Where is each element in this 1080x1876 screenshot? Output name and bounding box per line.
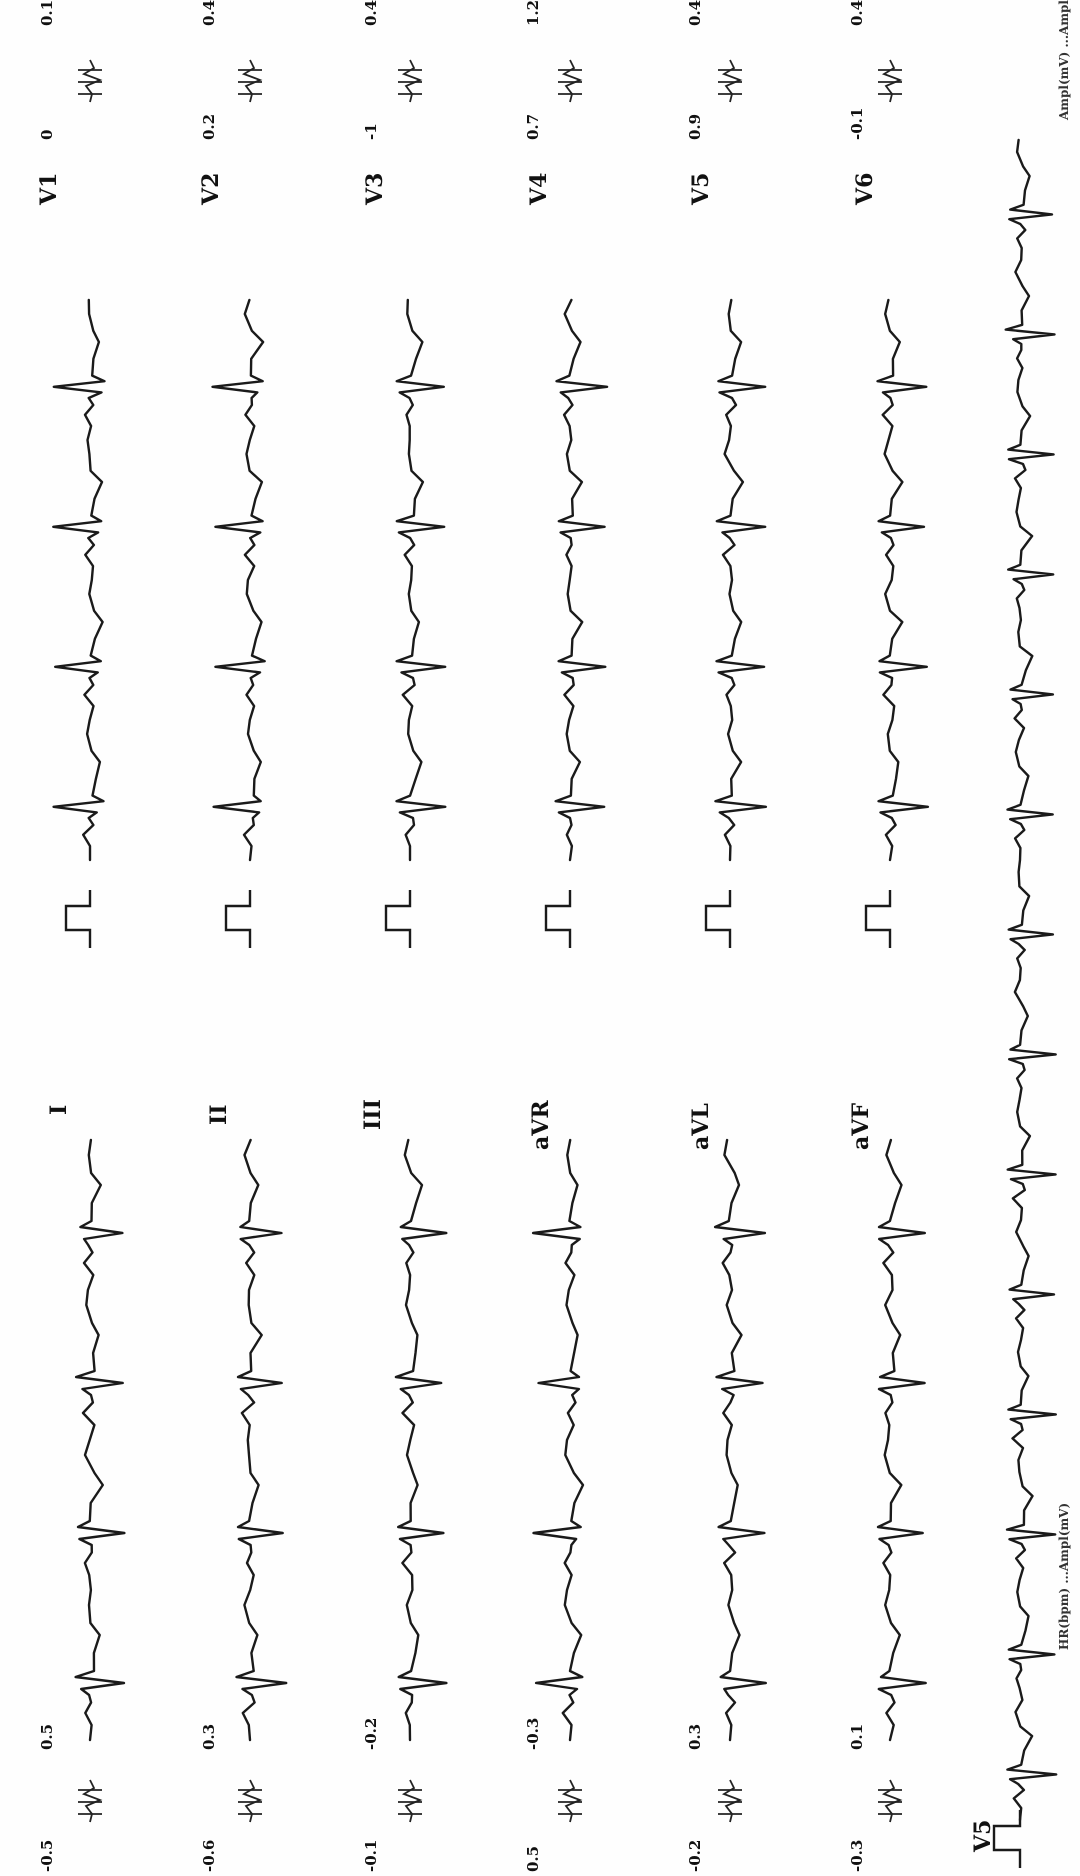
value-V6-left: -0.1	[848, 108, 866, 140]
rhythm-strip-trace	[1004, 138, 1058, 1822]
value-V2-left: 0.2	[200, 114, 218, 140]
lead-label-V3: V3	[362, 173, 388, 206]
lead-label-aVR: aVR	[528, 1100, 554, 1150]
limb-calibration-pulse-3	[544, 890, 572, 948]
value-aVR-left: 0.5	[524, 1846, 542, 1872]
value-V3-left: -1	[362, 123, 380, 140]
limb-trace-3	[531, 1138, 585, 1742]
value-V3-right: 0.4	[362, 0, 380, 26]
value-III-left: -0.1	[362, 1840, 380, 1872]
lead-label-I: I	[46, 1105, 72, 1115]
chest-trace-0	[52, 298, 106, 862]
limb-mini-complex-0	[81, 1779, 103, 1823]
chest-mini-complex-3	[561, 59, 583, 103]
limb-calibration-pulse-2	[384, 890, 412, 948]
value-aVL-right: 0.3	[686, 1724, 704, 1750]
value-II-right: 0.3	[200, 1724, 218, 1750]
value-V4-left: 0.7	[524, 114, 542, 140]
value-V5-right: 0.4	[686, 0, 704, 26]
limb-mini-complex-2	[401, 1779, 423, 1823]
lead-label-V1: V1	[36, 173, 62, 206]
value-II-left: -0.6	[200, 1840, 218, 1872]
header-left: HR(bpm) ...Ampl(mV)	[1057, 1503, 1071, 1650]
lead-label-V5-rhythm: V5	[970, 1820, 996, 1853]
limb-calibration-pulse-0	[64, 890, 92, 948]
value-aVF-right: 0.1	[848, 1724, 866, 1750]
chest-mini-complex-5	[881, 59, 903, 103]
chest-trace-2	[395, 298, 447, 862]
chest-trace-1	[211, 298, 266, 862]
chest-trace-4	[714, 298, 768, 862]
chest-trace-5	[876, 298, 930, 862]
lead-label-V4: V4	[526, 173, 552, 206]
limb-trace-2	[394, 1138, 448, 1742]
limb-trace-4	[713, 1138, 767, 1742]
limb-trace-1	[235, 1138, 288, 1742]
lead-label-aVL: aVL	[688, 1103, 714, 1150]
value-aVF-left: -0.3	[848, 1840, 866, 1872]
value-I-right: 0.5	[38, 1724, 56, 1750]
value-I-left: -0.5	[38, 1840, 56, 1872]
lead-label-III: III	[360, 1099, 386, 1130]
value-V6-right: 0.4	[848, 0, 866, 26]
limb-calibration-pulse-5	[864, 890, 892, 948]
value-V1-left: 0	[38, 130, 56, 140]
limb-calibration-pulse-1	[224, 890, 252, 948]
lead-label-II: II	[206, 1104, 232, 1125]
limb-calibration-pulse-4	[704, 890, 732, 948]
limb-mini-complex-5	[881, 1779, 903, 1823]
value-V5-left: 0.9	[686, 114, 704, 140]
value-aVL-left: -0.2	[686, 1840, 704, 1872]
header-right: Ampl(mV) ...Amplitude	[1057, 0, 1071, 121]
ecg-traces	[52, 59, 1058, 1868]
limb-mini-complex-1	[241, 1779, 263, 1823]
chest-mini-complex-4	[721, 59, 743, 103]
lead-label-V2: V2	[198, 173, 224, 206]
value-aVR-right: -0.3	[524, 1718, 542, 1750]
lead-label-V6: V6	[852, 173, 878, 206]
chest-mini-complex-2	[401, 59, 423, 103]
value-V4-right: 1.2	[524, 0, 542, 26]
limb-mini-complex-4	[721, 1779, 743, 1823]
value-V2-right: 0.4	[200, 0, 218, 26]
rhythm-calibration-pulse	[992, 1810, 1022, 1868]
lead-label-aVF: aVF	[848, 1103, 874, 1150]
value-V1-right: 0.1	[38, 0, 56, 26]
limb-trace-0	[74, 1138, 126, 1742]
chest-mini-complex-0	[81, 59, 103, 103]
chest-trace-3	[554, 298, 609, 862]
value-III-right: -0.2	[362, 1718, 380, 1750]
limb-mini-complex-3	[561, 1779, 583, 1823]
limb-trace-5	[876, 1138, 927, 1742]
lead-label-V5: V5	[688, 173, 714, 206]
chest-mini-complex-1	[241, 59, 263, 103]
